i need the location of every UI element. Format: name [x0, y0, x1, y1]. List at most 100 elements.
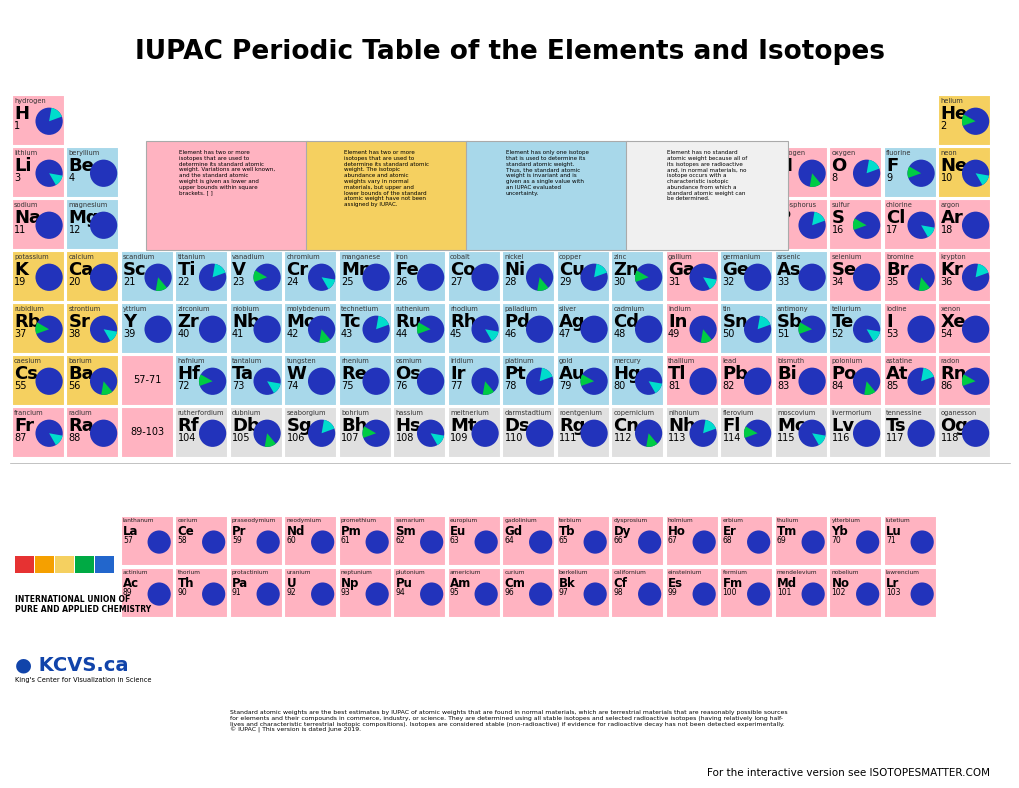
Circle shape: [907, 368, 933, 395]
Wedge shape: [199, 374, 212, 386]
FancyBboxPatch shape: [937, 407, 990, 458]
FancyBboxPatch shape: [121, 251, 174, 302]
Text: Ac: Ac: [123, 577, 139, 589]
Text: Ra: Ra: [68, 417, 94, 435]
Wedge shape: [376, 316, 388, 329]
FancyBboxPatch shape: [828, 516, 881, 567]
Text: rhenium: rhenium: [340, 358, 369, 363]
Circle shape: [474, 530, 497, 554]
Text: 115: 115: [776, 433, 795, 443]
FancyBboxPatch shape: [175, 407, 228, 458]
Text: gallium: gallium: [667, 254, 692, 259]
Text: tantalum: tantalum: [231, 358, 262, 363]
FancyBboxPatch shape: [284, 407, 337, 458]
Circle shape: [580, 316, 607, 343]
Text: Sm: Sm: [395, 525, 416, 537]
FancyBboxPatch shape: [774, 355, 827, 406]
FancyBboxPatch shape: [12, 199, 65, 250]
FancyBboxPatch shape: [611, 407, 663, 458]
Text: 7: 7: [776, 173, 783, 183]
Text: 27: 27: [449, 277, 462, 287]
Text: 108: 108: [395, 433, 414, 443]
Wedge shape: [866, 329, 879, 341]
Circle shape: [199, 368, 226, 395]
FancyBboxPatch shape: [175, 355, 228, 406]
Text: 4: 4: [68, 173, 74, 183]
Text: 18: 18: [940, 225, 952, 235]
Text: Be: Be: [68, 157, 95, 175]
Text: bismuth: bismuth: [776, 358, 803, 363]
FancyBboxPatch shape: [66, 199, 119, 250]
Wedge shape: [156, 277, 167, 291]
Circle shape: [746, 582, 769, 606]
FancyBboxPatch shape: [284, 303, 337, 354]
Circle shape: [689, 160, 716, 187]
Text: 50: 50: [721, 329, 734, 339]
Text: IUPAC Periodic Table of the Elements and Isotopes: IUPAC Periodic Table of the Elements and…: [135, 39, 884, 65]
FancyBboxPatch shape: [556, 355, 609, 406]
Text: iridium: iridium: [449, 358, 473, 363]
Text: astatine: astatine: [886, 358, 912, 363]
Circle shape: [798, 368, 825, 395]
Circle shape: [36, 212, 63, 239]
Text: bohrium: bohrium: [340, 410, 369, 415]
Wedge shape: [212, 264, 225, 277]
FancyBboxPatch shape: [338, 251, 391, 302]
FancyBboxPatch shape: [284, 355, 337, 406]
Circle shape: [852, 316, 879, 343]
Text: argon: argon: [940, 202, 959, 207]
Text: Ba: Ba: [68, 365, 94, 383]
FancyBboxPatch shape: [556, 303, 609, 354]
FancyBboxPatch shape: [146, 141, 308, 250]
Circle shape: [257, 582, 279, 606]
FancyBboxPatch shape: [502, 407, 555, 458]
Wedge shape: [974, 173, 988, 185]
Circle shape: [743, 316, 770, 343]
Text: At: At: [886, 365, 908, 383]
Text: F: F: [886, 157, 898, 175]
Text: 41: 41: [231, 329, 244, 339]
FancyBboxPatch shape: [937, 95, 990, 146]
Text: titanium: titanium: [177, 254, 205, 259]
Circle shape: [471, 264, 498, 291]
Text: 5: 5: [667, 173, 674, 183]
Circle shape: [526, 264, 552, 291]
Text: Ar: Ar: [940, 209, 962, 227]
Wedge shape: [417, 322, 430, 334]
Circle shape: [526, 316, 552, 343]
Text: Cm: Cm: [504, 577, 525, 589]
Circle shape: [311, 582, 334, 606]
Wedge shape: [920, 368, 933, 381]
FancyBboxPatch shape: [229, 355, 282, 406]
Text: Pd: Pd: [504, 313, 530, 331]
Text: krypton: krypton: [940, 254, 965, 259]
Circle shape: [961, 368, 988, 395]
Circle shape: [689, 316, 716, 343]
Text: scandium: scandium: [123, 254, 155, 259]
FancyBboxPatch shape: [937, 251, 990, 302]
Text: Xe: Xe: [940, 313, 965, 331]
Text: meitnerium: meitnerium: [449, 410, 488, 415]
Text: curium: curium: [504, 571, 525, 575]
Circle shape: [417, 264, 444, 291]
FancyBboxPatch shape: [66, 407, 119, 458]
Text: Lr: Lr: [886, 577, 899, 589]
Text: 1: 1: [14, 121, 20, 131]
Text: Rb: Rb: [14, 313, 41, 331]
Text: 112: 112: [612, 433, 632, 443]
Circle shape: [798, 420, 825, 447]
Text: Pu: Pu: [395, 577, 412, 589]
Text: 80: 80: [612, 381, 625, 391]
Text: silicon: silicon: [721, 202, 743, 207]
Circle shape: [580, 368, 607, 395]
Text: 79: 79: [558, 381, 571, 391]
FancyBboxPatch shape: [121, 303, 174, 354]
Text: neptunium: neptunium: [340, 571, 373, 575]
Text: 78: 78: [504, 381, 517, 391]
Text: tin: tin: [721, 306, 731, 311]
Text: As: As: [776, 261, 801, 279]
Text: praseodymium: praseodymium: [231, 519, 276, 523]
Text: 59: 59: [231, 536, 242, 545]
Circle shape: [852, 420, 879, 447]
Text: 69: 69: [776, 536, 786, 545]
